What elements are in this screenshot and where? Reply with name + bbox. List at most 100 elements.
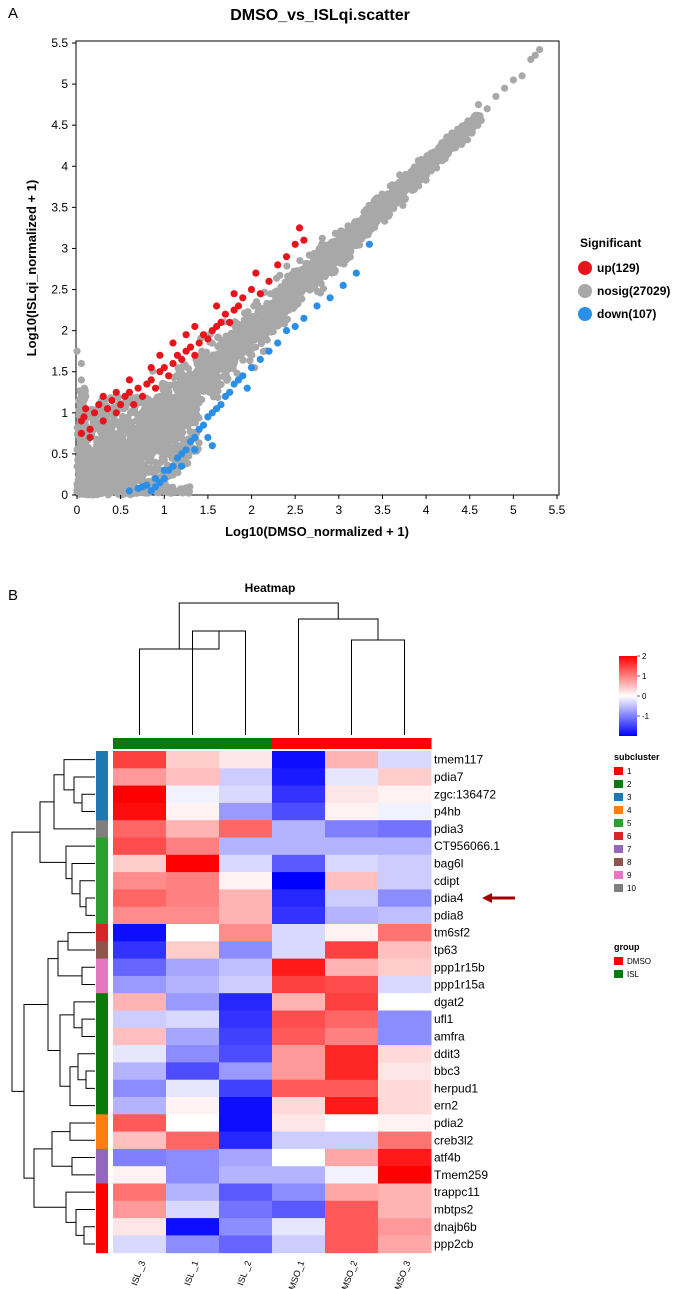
y-tick-label: 5 [61, 77, 68, 91]
down-point [204, 433, 212, 442]
dendro-branch [81, 793, 95, 813]
heatmap-cell [325, 820, 379, 838]
up-point [178, 355, 186, 363]
nosig-point [115, 486, 123, 494]
heatmap-cell [378, 1045, 432, 1063]
heatmap-cell [219, 1079, 273, 1098]
y-tick-label: 3.5 [51, 200, 68, 214]
nosig-point [171, 433, 179, 441]
up-point [234, 302, 243, 310]
nosig-point [172, 372, 180, 381]
group-legend-title: group [614, 942, 640, 952]
subcluster-bar-segment [96, 1166, 108, 1184]
heatmap-cell [219, 802, 273, 821]
nosig-point [222, 332, 230, 340]
down-point [178, 462, 186, 470]
color-scale-ticks: 2 1 0 -1 [637, 652, 650, 721]
subcluster-bar-segment [96, 889, 108, 908]
heatmap-cell [166, 1045, 220, 1063]
nosig-point [268, 322, 276, 330]
nosig-point [155, 402, 163, 410]
nosig-point [179, 428, 187, 437]
nosig-point [110, 486, 118, 494]
up-point [300, 236, 308, 244]
up-point [247, 285, 256, 294]
down-point [300, 314, 308, 322]
scatter-legend: up(129) nosig(27029) down(107) [578, 261, 670, 321]
heatmap-cell [166, 1183, 220, 1202]
gene-label: tmem117 [434, 753, 483, 767]
gene-label: Tmem259 [434, 1168, 488, 1182]
nosig-point [144, 411, 153, 419]
nosig-point [92, 461, 100, 469]
x-tick-label: 4 [423, 503, 430, 517]
nosig-point [214, 383, 222, 391]
group-legend: DMSO ISL [614, 957, 651, 979]
gene-label: ern2 [434, 1099, 458, 1113]
heatmap-cell [219, 906, 273, 925]
heatmap-cell [325, 906, 379, 925]
heatmap-cell [272, 768, 326, 787]
up-point [282, 253, 291, 261]
nosig-point [187, 385, 195, 394]
heatmap-cell [166, 1097, 220, 1115]
subcluster-bar-segment [96, 1235, 108, 1254]
nosig-point [162, 386, 170, 394]
up-point [239, 294, 247, 302]
nosig-point [230, 330, 238, 338]
heatmap-cell [325, 1097, 379, 1115]
heatmap-cell [219, 1010, 273, 1029]
heatmap-cell [219, 1235, 273, 1254]
nosig-point [318, 234, 326, 242]
x-tick-label: 2.5 [287, 503, 304, 517]
nosig-point [107, 471, 115, 479]
nosig-point [358, 220, 366, 228]
nosig-point [346, 253, 354, 261]
group-bar-segment [325, 738, 379, 749]
nosig-point [87, 446, 95, 454]
heatmap-cell [166, 958, 220, 977]
heatmap-cell [325, 924, 379, 942]
heatmap-cell [166, 1010, 220, 1029]
nosig-point [134, 424, 142, 432]
gene-label: cdipt [434, 874, 460, 888]
nosig-point [365, 201, 373, 209]
heatmap-cell [219, 751, 273, 769]
down-point [151, 475, 160, 483]
scatter-legend-title: Significant [580, 236, 641, 250]
nosig-point [501, 84, 509, 92]
up-point [147, 376, 155, 384]
heatmap-cell [113, 1045, 167, 1063]
nosig-point [293, 286, 301, 294]
gene-label: CT956066.1 [434, 839, 500, 853]
up-point [86, 433, 94, 442]
color-scale-bar [619, 656, 637, 736]
nosig-point [474, 101, 483, 109]
gene-label: dgat2 [434, 995, 464, 1009]
gene-label: pdia2 [434, 1116, 464, 1130]
dendro-branch [59, 1014, 74, 1087]
heatmap-cell [219, 958, 273, 977]
heatmap-cell [272, 1218, 326, 1236]
nosig-point [305, 251, 313, 259]
nosig-point [335, 248, 343, 256]
subcluster-legend-swatch [614, 819, 623, 827]
group-legend-swatch [614, 970, 623, 978]
nosig-point [178, 418, 186, 426]
heatmap-cell [113, 820, 167, 838]
y-tick-label: 2.5 [51, 283, 68, 297]
down-point [191, 446, 199, 454]
nosig-point [336, 232, 344, 240]
down-point [217, 401, 225, 409]
nosig-point [221, 363, 229, 371]
dendro-branch [81, 966, 95, 986]
subcluster-bar-segment [96, 1131, 108, 1150]
nosig-point [386, 182, 394, 190]
up-point [204, 335, 212, 343]
nosig-point [114, 433, 122, 441]
subcluster-bar-segment [96, 1183, 108, 1202]
nosig-point [181, 361, 189, 369]
nosig-point [267, 315, 275, 323]
heatmap-cell [219, 854, 273, 873]
heatmap-cell [219, 1200, 273, 1219]
